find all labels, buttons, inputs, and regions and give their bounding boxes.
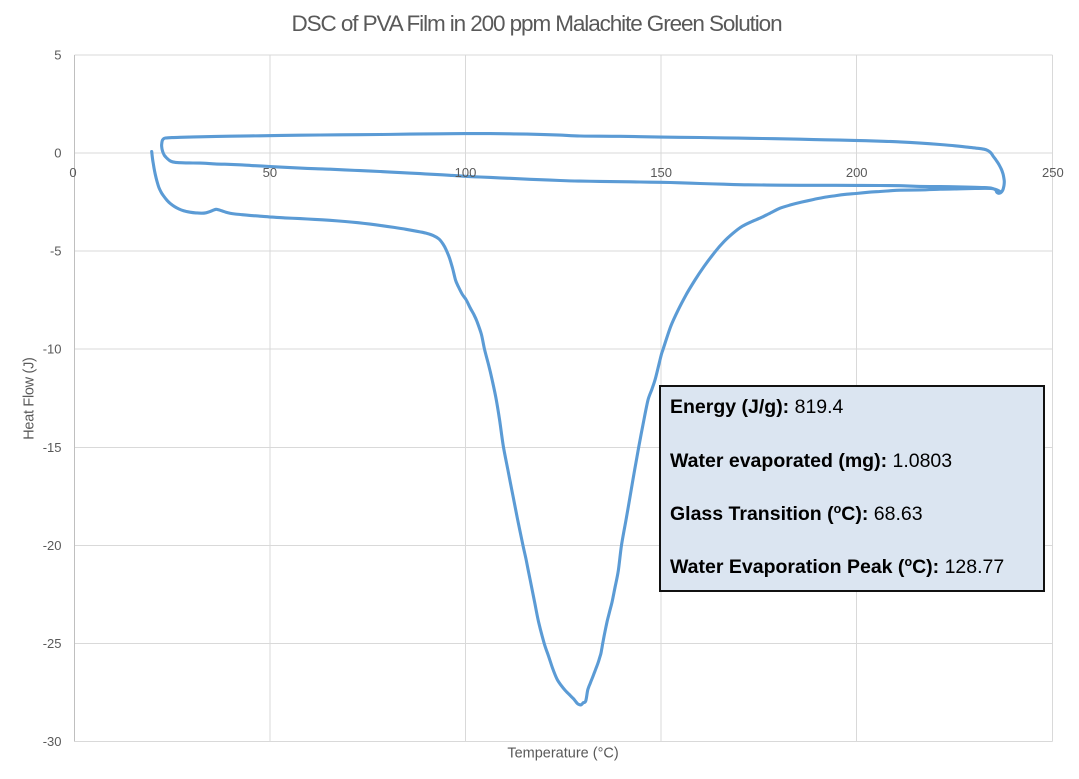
svg-text:200: 200 — [846, 165, 868, 180]
svg-text:-5: -5 — [50, 244, 62, 259]
svg-text:250: 250 — [1042, 165, 1064, 180]
svg-text:-30: -30 — [43, 734, 62, 749]
svg-text:100: 100 — [455, 165, 477, 180]
svg-text:5: 5 — [54, 48, 61, 63]
svg-text:-25: -25 — [43, 636, 62, 651]
svg-text:-15: -15 — [43, 440, 62, 455]
svg-text:-20: -20 — [43, 538, 62, 553]
svg-text:50: 50 — [263, 165, 277, 180]
svg-text:150: 150 — [650, 165, 672, 180]
svg-text:0: 0 — [54, 146, 61, 161]
svg-text:0: 0 — [69, 165, 76, 180]
svg-text:Temperature (°C): Temperature (°C) — [507, 746, 618, 762]
svg-text:Heat Flow (J): Heat Flow (J) — [21, 357, 37, 439]
svg-text:-10: -10 — [43, 342, 62, 357]
svg-text:DSC of PVA Film in 200 ppm Mal: DSC of PVA Film in 200 ppm Malachite Gre… — [292, 11, 783, 36]
